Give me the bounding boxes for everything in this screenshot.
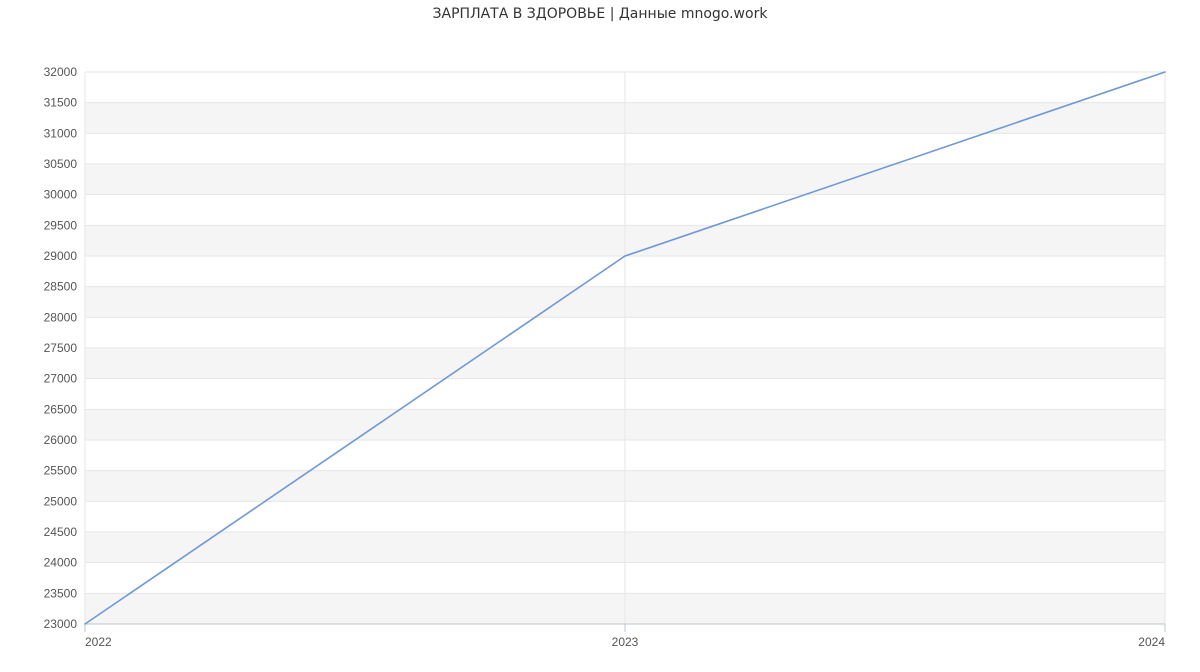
y-tick-label: 31000 <box>44 126 78 140</box>
line-chart: 23000 23500 24000 24500 25000 25500 26000 26500… <box>0 22 1200 672</box>
y-tick-label: 25000 <box>44 494 78 508</box>
y-tick-label: 31500 <box>44 96 78 110</box>
x-tick-label: 2023 <box>612 635 639 649</box>
y-tick-label: 29000 <box>44 249 78 263</box>
x-tick-label: 2022 <box>85 635 112 649</box>
y-tick-label: 26500 <box>44 402 78 416</box>
y-tick-label: 30500 <box>44 157 78 171</box>
y-tick-label: 29500 <box>44 218 78 232</box>
y-tick-label: 28000 <box>44 310 78 324</box>
y-tick-label: 28500 <box>44 280 78 294</box>
y-tick-label: 23500 <box>44 586 78 600</box>
y-tick-label: 27000 <box>44 372 78 386</box>
x-tick-label: 2024 <box>1138 635 1165 649</box>
y-tick-label: 27500 <box>44 341 78 355</box>
chart-title: ЗАРПЛАТА В ЗДОРОВЬЕ | Данные mnogo.work <box>0 0 1200 22</box>
y-tick-label: 23000 <box>44 617 78 631</box>
y-tick-label: 24500 <box>44 525 78 539</box>
y-tick-label: 24000 <box>44 556 78 570</box>
y-tick-label: 26000 <box>44 433 78 447</box>
y-tick-label: 30000 <box>44 188 78 202</box>
y-tick-label: 32000 <box>44 65 78 79</box>
chart-container: ЗАРПЛАТА В ЗДОРОВЬЕ | Данные mnogo.work … <box>0 0 1200 650</box>
y-tick-label: 25500 <box>44 464 78 478</box>
